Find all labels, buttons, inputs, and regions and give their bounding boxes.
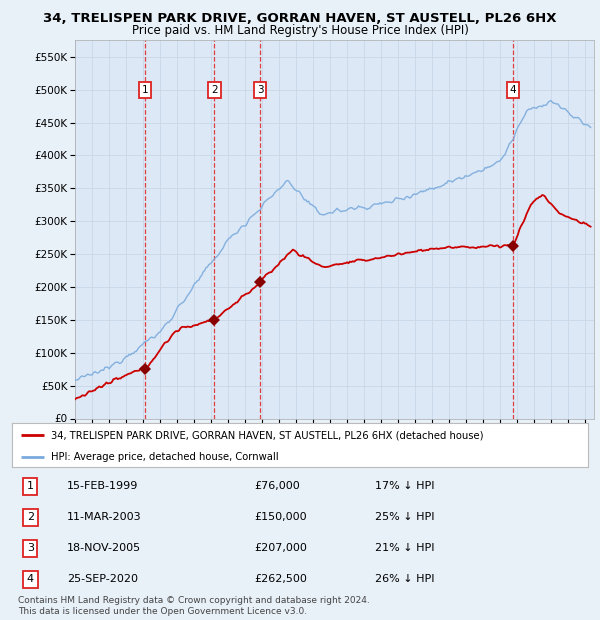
Text: 1: 1: [27, 481, 34, 491]
Text: 15-FEB-1999: 15-FEB-1999: [67, 481, 138, 491]
Text: 21% ↓ HPI: 21% ↓ HPI: [375, 543, 434, 553]
Text: 2: 2: [27, 512, 34, 522]
Text: 34, TRELISPEN PARK DRIVE, GORRAN HAVEN, ST AUSTELL, PL26 6HX: 34, TRELISPEN PARK DRIVE, GORRAN HAVEN, …: [43, 12, 557, 25]
Text: 3: 3: [257, 85, 263, 95]
Text: 26% ↓ HPI: 26% ↓ HPI: [375, 574, 434, 584]
Text: 4: 4: [509, 85, 516, 95]
Text: £150,000: £150,000: [254, 512, 307, 522]
Text: 34, TRELISPEN PARK DRIVE, GORRAN HAVEN, ST AUSTELL, PL26 6HX (detached house): 34, TRELISPEN PARK DRIVE, GORRAN HAVEN, …: [51, 430, 484, 440]
Text: 11-MAR-2003: 11-MAR-2003: [67, 512, 142, 522]
Text: HPI: Average price, detached house, Cornwall: HPI: Average price, detached house, Corn…: [51, 453, 279, 463]
Text: 25% ↓ HPI: 25% ↓ HPI: [375, 512, 434, 522]
Text: 2: 2: [211, 85, 218, 95]
Text: 3: 3: [27, 543, 34, 553]
Text: Contains HM Land Registry data © Crown copyright and database right 2024.
This d: Contains HM Land Registry data © Crown c…: [18, 596, 370, 616]
Text: 1: 1: [142, 85, 148, 95]
Text: Price paid vs. HM Land Registry's House Price Index (HPI): Price paid vs. HM Land Registry's House …: [131, 24, 469, 37]
Text: 17% ↓ HPI: 17% ↓ HPI: [375, 481, 434, 491]
Text: 18-NOV-2005: 18-NOV-2005: [67, 543, 141, 553]
Text: £76,000: £76,000: [254, 481, 299, 491]
Text: 25-SEP-2020: 25-SEP-2020: [67, 574, 138, 584]
Text: 4: 4: [27, 574, 34, 584]
Text: £207,000: £207,000: [254, 543, 307, 553]
Text: £262,500: £262,500: [254, 574, 307, 584]
